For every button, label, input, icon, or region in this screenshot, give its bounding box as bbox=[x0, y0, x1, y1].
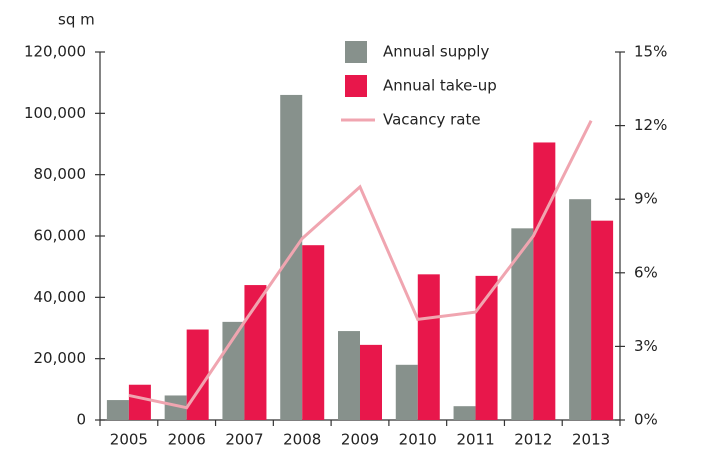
y2-tick-label: 15% bbox=[634, 43, 667, 61]
bar bbox=[338, 331, 360, 420]
y2-tick-label: 12% bbox=[634, 116, 667, 134]
x-tick-label: 2006 bbox=[168, 431, 206, 449]
x-tick-label: 2005 bbox=[110, 431, 148, 449]
y-tick-label: 120,000 bbox=[24, 43, 86, 61]
bar bbox=[511, 228, 534, 420]
bar bbox=[533, 142, 556, 420]
legend-swatch bbox=[345, 75, 367, 97]
legend-label: Annual take-up bbox=[383, 77, 497, 95]
bar bbox=[106, 400, 129, 420]
x-tick-label: 2013 bbox=[572, 431, 610, 449]
y2-tick-label: 0% bbox=[634, 411, 658, 429]
bar bbox=[360, 344, 382, 420]
x-tick-label: 2009 bbox=[341, 431, 379, 449]
bar bbox=[280, 94, 303, 420]
line bbox=[128, 120, 593, 410]
y-tick-label: 100,000 bbox=[24, 104, 86, 122]
y-tick-label: 60,000 bbox=[34, 227, 87, 245]
bar bbox=[164, 395, 187, 420]
bar bbox=[453, 406, 476, 420]
y2-tick-label: 9% bbox=[634, 190, 658, 208]
y-axis-label: sq m bbox=[58, 11, 95, 29]
x-tick-label: 2008 bbox=[283, 431, 321, 449]
x-tick-label: 2011 bbox=[456, 431, 494, 449]
legend-label: Annual supply bbox=[383, 43, 489, 61]
legend-label: Vacancy rate bbox=[383, 111, 481, 129]
y-tick-label: 40,000 bbox=[34, 288, 87, 306]
bar bbox=[395, 364, 418, 420]
bar bbox=[569, 199, 592, 420]
legend-swatch bbox=[345, 41, 367, 63]
y-tick-label: 80,000 bbox=[34, 165, 87, 183]
bar bbox=[475, 275, 498, 420]
y2-tick-label: 3% bbox=[634, 337, 658, 355]
y-tick-label: 20,000 bbox=[34, 349, 87, 367]
bar bbox=[302, 245, 325, 420]
bar bbox=[128, 384, 151, 420]
bar bbox=[591, 220, 614, 420]
x-tick-label: 2010 bbox=[399, 431, 437, 449]
y-tick-label: 0 bbox=[76, 411, 86, 429]
y2-tick-label: 6% bbox=[634, 263, 658, 281]
x-tick-label: 2012 bbox=[514, 431, 552, 449]
bar bbox=[417, 274, 440, 420]
bar bbox=[186, 329, 209, 420]
x-tick-label: 2007 bbox=[225, 431, 263, 449]
bar bbox=[244, 285, 267, 420]
